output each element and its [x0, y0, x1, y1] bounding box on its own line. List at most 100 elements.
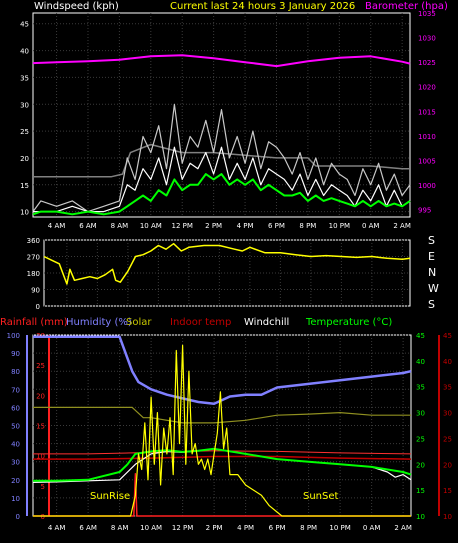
compass-label-e: E: [428, 250, 435, 263]
x-tick-label: 10 AM: [140, 222, 162, 230]
direction-y-tick-label: 360: [27, 237, 40, 245]
rainfall-y-tick-label: 0: [41, 513, 45, 521]
x-tick-label: 6 PM: [269, 524, 286, 532]
x-tick-label: 8 PM: [300, 524, 317, 532]
x-tick-label: 12 PM: [172, 524, 193, 532]
wind-y-tick-label: 40: [20, 48, 29, 56]
compass-label-w: W: [428, 282, 439, 295]
sunset-label: SunSet: [303, 491, 339, 502]
wind-avg-line: [33, 146, 411, 213]
wind-y-tick-label: 30: [20, 101, 29, 109]
indoor-y-tick-label: 15: [443, 487, 452, 495]
sunrise-label: SunRise: [90, 491, 130, 502]
legend-solar: Solar: [126, 317, 152, 328]
x-tick-label: 0 AM: [363, 524, 381, 532]
indoor-y-tick-label: 10: [443, 513, 452, 521]
temperature-y-tick-label: 25: [416, 435, 425, 443]
barometer-y-tick-label: 1015: [418, 108, 436, 116]
direction-y-tick-label: 180: [27, 270, 40, 278]
x-tick-label: 10 PM: [329, 222, 350, 230]
legend-windchill: Windchill: [244, 317, 289, 328]
compass-labels: S E N W S: [428, 234, 439, 311]
humidity-y-tick-label: 40: [11, 441, 20, 449]
series-layer: [32, 54, 412, 517]
temperature-y-tick-label: 40: [416, 358, 425, 366]
legend-temperature: Temperature (°C): [305, 317, 392, 328]
barometer-y-tick-label: 1025: [418, 59, 436, 67]
x-tick-label: 2 AM: [393, 222, 411, 230]
temperature-line: [33, 447, 412, 482]
x-tick-label: 6 PM: [268, 222, 285, 230]
barometer-y-tick-label: 1005: [418, 157, 436, 165]
compass-label-s-top: S: [428, 234, 435, 247]
solar-dim-line: [33, 406, 411, 424]
indoor-y-tick-label: 20: [443, 461, 452, 469]
x-tick-label: 0 AM: [362, 222, 380, 230]
temperature-y-tick-label: 20: [416, 461, 425, 469]
solar-line: [33, 344, 411, 517]
x-tick-label: 4 PM: [237, 222, 254, 230]
x-tick-label: 2 PM: [205, 222, 222, 230]
barometer-line: [32, 54, 411, 68]
direction-line: [43, 242, 411, 285]
temperature-y-tick-label: 45: [416, 332, 425, 340]
humidity-y-tick-label: 10: [11, 495, 20, 503]
x-tick-label: 6 AM: [79, 524, 97, 532]
compass-label-n: N: [428, 266, 436, 279]
humidity-y-tick-label: 80: [11, 368, 20, 376]
x-tick-label: 8 AM: [111, 222, 129, 230]
indoor-y-tick-label: 35: [443, 384, 452, 392]
humidity-y-tick-label: 50: [11, 423, 20, 431]
x-tick-label: 10 AM: [140, 524, 162, 532]
x-tick-label: 8 PM: [299, 222, 316, 230]
wind-y-tick-label: 35: [20, 74, 29, 82]
legend-rainfall: Rainfall (mm): [0, 317, 68, 328]
temperature-y-tick-label: 35: [416, 384, 425, 392]
barometer-y-tick-label: 995: [418, 207, 431, 215]
barometer-y-tick-label: 1020: [418, 84, 436, 92]
legend-humidity: Humidity (%): [66, 317, 132, 328]
x-tick-label: 4 PM: [237, 524, 254, 532]
barometer-y-tick-label: 1035: [418, 10, 436, 18]
wind-y-tick-label: 45: [20, 21, 29, 29]
humidity-y-tick-label: 100: [7, 332, 20, 340]
x-tick-label: 2 PM: [206, 524, 223, 532]
rainfall-y-tick-label: 10: [36, 453, 45, 461]
x-tick-label: 2 AM: [394, 524, 412, 532]
x-tick-label: 12 PM: [172, 222, 193, 230]
header-title: Current last 24 hours 3 January 2026: [170, 1, 355, 12]
humidity-y-tick-label: 70: [11, 386, 20, 394]
direction-y-tick-label: 0: [36, 303, 40, 311]
x-tick-label: 4 AM: [48, 524, 66, 532]
humidity-y-tick-label: 0: [16, 513, 20, 521]
wind-green-line: [32, 173, 411, 216]
barometer-y-tick-label: 1030: [418, 35, 436, 43]
x-tick-label: 6 AM: [79, 222, 97, 230]
compass-label-s-bottom: S: [428, 298, 435, 311]
bottom-legend: Rainfall (mm) Humidity (%) Solar Indoor …: [0, 317, 392, 328]
barometer-y-tick-label: 1000: [418, 182, 436, 190]
axes-layer: 4 AM 6 AM 8 AM 10 AM 12 PM 2 PM 4 PM 6 PM 8 PM 10…: [7, 10, 452, 532]
rainfall-y-tick-label: 15: [36, 423, 45, 431]
direction-y-tick-label: 90: [31, 287, 40, 295]
indoor-y-tick-label: 45: [443, 332, 452, 340]
humidity-line: [33, 335, 412, 406]
wind-y-tick-label: 10: [20, 209, 29, 217]
humidity-y-tick-label: 60: [11, 404, 20, 412]
wind-y-tick-label: 15: [20, 182, 29, 190]
header-barometer: Barometer (hpa): [365, 1, 448, 12]
humidity-y-tick-label: 90: [11, 350, 20, 358]
rainfall-y-tick-label: 5: [41, 483, 45, 491]
wind-panel-frame: [32, 12, 411, 218]
rainfall-y-tick-label: 20: [36, 392, 45, 400]
temperature-y-tick-label: 10: [416, 513, 425, 521]
temperature-y-tick-label: 15: [416, 487, 425, 495]
rainfall-y-tick-label: 25: [36, 362, 45, 370]
x-tick-label: 8 AM: [111, 524, 129, 532]
x-tick-label: 4 AM: [48, 222, 66, 230]
wind-y-tick-label: 25: [20, 128, 29, 136]
wind-y-tick-label: 20: [20, 155, 29, 163]
indoor-y-tick-label: 40: [443, 358, 452, 366]
humidity-y-tick-label: 20: [11, 477, 20, 485]
